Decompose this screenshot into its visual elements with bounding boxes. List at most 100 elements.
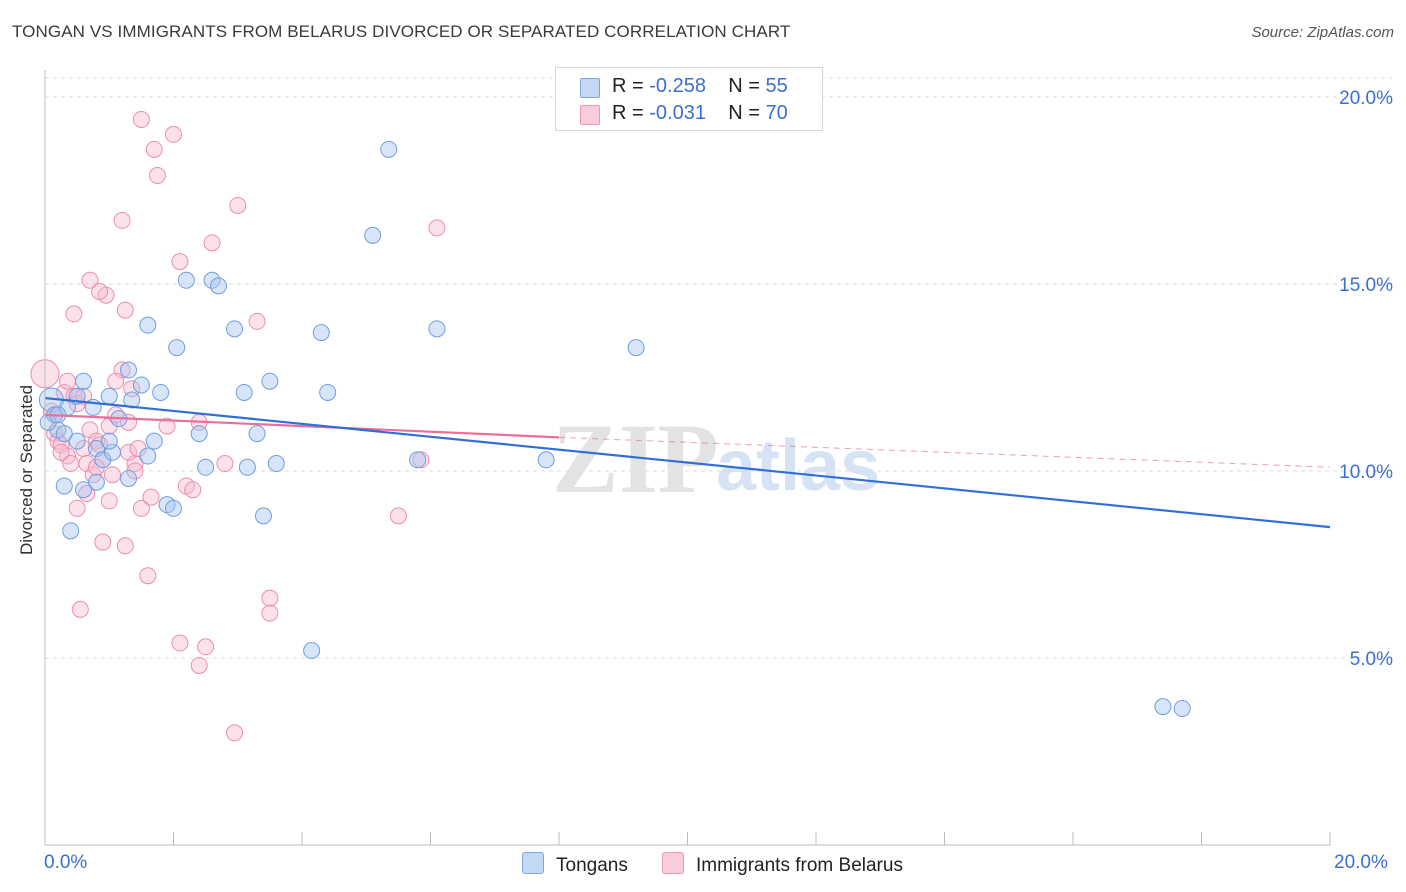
x-tick-label-min: 0.0% [44,852,88,873]
tongans-point [197,458,215,476]
belarus-point [132,499,150,517]
belarus-point [75,387,93,405]
belarus-point [103,466,121,484]
tongans-point [203,271,221,289]
belarus-point [68,499,86,517]
correlation-legend: R = -0.258 N = 55 R = -0.031 N = 70 [555,67,823,131]
tongans-point [248,425,266,443]
tongans-point [261,372,279,390]
tongans-point [123,391,141,409]
tongans-point [103,443,121,461]
legend-r-value-tongans: -0.258 [649,75,706,97]
tongans-point [139,447,157,465]
belarus-point [190,656,208,674]
tongans-point [238,458,256,476]
tongans-point [168,339,186,357]
watermark-atlas: atlas [716,426,880,506]
source-label: Source: ZipAtlas.com [1251,24,1394,41]
belarus-point [158,417,176,435]
tongans-point [145,432,163,450]
belarus-point [58,372,76,390]
x-tick-label-max: 20.0% [1334,852,1388,873]
tongans-point [364,226,382,244]
legend-r-label: R = [612,102,650,124]
legend-n-value-tongans: 55 [765,75,788,97]
belarus-point [81,271,99,289]
tongans-point [120,469,138,487]
bottom-legend-belarus: Immigrants from Belarus [662,852,903,877]
legend-n-label: N = [728,75,766,97]
belarus-point [171,634,189,652]
belarus-point [389,507,407,525]
y-tick-label: 5.0% [1350,649,1393,670]
tongans-point [235,383,253,401]
belarus-point [197,638,215,656]
belarus-point [65,305,83,323]
tongans-point [62,522,80,540]
belarus-point [145,140,163,158]
belarus-point [139,567,157,585]
tongans-point [1154,698,1172,716]
tongans-point [254,507,272,525]
tongans-point [209,277,227,295]
belarus-point [171,253,189,271]
tongans-point [226,320,244,338]
belarus-legend-swatch [662,852,684,874]
bottom-legend-tongans: Tongans [522,852,628,877]
tongans-legend-label: Tongans [556,855,628,876]
belarus-point [113,211,131,229]
belarus-point [261,589,279,607]
tongans-point [319,383,337,401]
tongans-point [177,271,195,289]
legend-n-label: N = [728,102,766,124]
tongans-point [165,499,182,517]
belarus-point [116,301,134,319]
belarus-point [91,282,109,300]
tongans-point [100,432,118,450]
belarus-point [165,125,182,143]
belarus-legend-label: Immigrants from Belarus [696,855,903,876]
belarus-point [107,372,125,390]
belarus-point [132,110,150,128]
y-tick-label: 15.0% [1339,275,1393,296]
belarus-point [71,600,89,618]
belarus-point [203,234,221,252]
watermark: ZIP atlas [552,403,880,514]
belarus-point [184,481,202,499]
tongans-point [100,387,118,405]
belarus-trendline [44,413,560,439]
chart-title: TONGAN VS IMMIGRANTS FROM BELARUS DIVORC… [12,22,791,41]
legend-r-value-belarus: -0.031 [649,102,706,124]
tongans-point [190,425,208,443]
legend-n-value-belarus: 70 [765,102,788,124]
tongans-point [627,339,645,357]
tongans-point [55,477,73,495]
y-tick-label: 10.0% [1339,462,1393,483]
belarus-point [428,219,446,237]
tongans-point [428,320,446,338]
belarus-point [142,488,160,506]
tongans-point [152,383,170,401]
belarus-point [52,443,70,461]
belarus-point [116,537,134,555]
tongans-point [537,451,555,469]
belarus-trendline-extension [558,436,1331,468]
tongans-legend-swatch [522,852,544,874]
belarus-point [226,724,244,742]
y-axis-title: Divorced or Separated [17,384,36,556]
belarus-point [148,167,166,185]
tongans-point [303,642,321,660]
y-tick-label: 20.0% [1339,88,1393,109]
tongans-point [68,432,86,450]
belarus-point [261,604,279,622]
tongans-point [132,376,150,394]
legend-r-label: R = [612,75,650,97]
watermark-zip: ZIP [552,403,719,514]
tongans-point [380,140,398,158]
belarus-point [94,533,112,551]
tongans-point [55,425,73,443]
tongans-point [312,324,330,342]
belarus-point [248,312,266,330]
belarus-point [216,455,234,473]
tongans-swatch [580,78,600,98]
